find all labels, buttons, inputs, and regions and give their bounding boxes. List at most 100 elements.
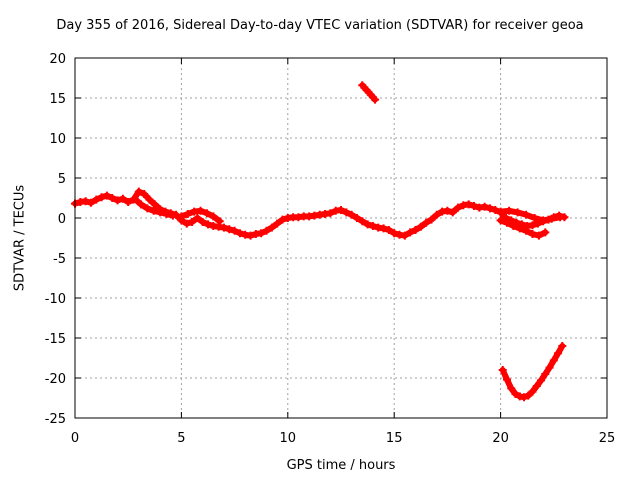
data-point xyxy=(448,208,457,217)
data-point xyxy=(524,391,533,400)
data-point xyxy=(209,212,218,221)
data-point xyxy=(182,219,191,228)
data-point xyxy=(502,375,511,384)
data-point xyxy=(384,226,393,234)
data-point xyxy=(352,214,361,222)
data-point xyxy=(273,219,282,228)
x-axis-label: GPS time / hours xyxy=(286,458,396,473)
data-point xyxy=(406,228,415,237)
data-point xyxy=(136,200,145,209)
data-point xyxy=(326,209,335,218)
axis-ticks: 0 5 10 15 20 25 -25 -20 -15 -10 -5 0 5 10 15 20 xyxy=(45,52,616,446)
y-tick-label: 15 xyxy=(49,92,66,107)
data-point xyxy=(342,208,351,217)
data-point xyxy=(371,95,380,104)
data-point xyxy=(496,216,505,225)
data-point xyxy=(140,190,149,198)
data-point xyxy=(530,214,539,222)
data-point xyxy=(485,204,494,213)
data-point xyxy=(522,210,531,219)
chart-title: Day 355 of 2016, Sidereal Day-to-day VTE… xyxy=(56,18,584,33)
data-point xyxy=(480,202,489,211)
data-point xyxy=(156,208,165,217)
data-point xyxy=(541,370,550,378)
data-point xyxy=(379,224,388,233)
x-tick-label: 0 xyxy=(71,431,79,446)
data-point xyxy=(246,231,255,240)
data-point xyxy=(198,218,207,226)
data-point xyxy=(509,222,518,230)
data-point xyxy=(411,226,420,234)
data-point xyxy=(193,214,202,222)
data-point xyxy=(347,210,356,219)
data-point xyxy=(556,213,565,222)
data-point xyxy=(545,363,554,372)
data-point xyxy=(81,197,90,206)
data-point xyxy=(86,198,95,207)
data-point xyxy=(470,202,478,210)
data-point xyxy=(496,207,505,216)
data-point xyxy=(168,211,177,220)
data-point xyxy=(522,226,531,235)
data-point xyxy=(162,210,171,218)
data-point xyxy=(427,215,436,224)
y-tick-label: -15 xyxy=(45,332,66,347)
data-point xyxy=(235,229,244,238)
series-branch-b xyxy=(177,206,224,226)
y-tick-label: 10 xyxy=(49,132,66,147)
series-branch-d xyxy=(496,216,550,240)
data-point xyxy=(337,206,345,214)
data-point xyxy=(416,222,425,231)
grid-lines xyxy=(75,58,607,418)
data-point xyxy=(443,206,452,215)
data-point xyxy=(108,194,117,202)
data-point xyxy=(215,217,224,226)
data-point xyxy=(262,226,271,235)
data-point xyxy=(177,212,186,221)
x-tick-label: 5 xyxy=(177,431,185,446)
data-point xyxy=(513,208,522,217)
data-point xyxy=(432,210,441,219)
data-point xyxy=(541,228,550,237)
data-point xyxy=(491,206,500,214)
data-point xyxy=(558,342,567,350)
data-point xyxy=(528,221,537,230)
data-point xyxy=(267,223,276,232)
data-point xyxy=(507,384,516,393)
data-point xyxy=(532,382,541,390)
data-points xyxy=(71,81,569,402)
data-point xyxy=(97,193,106,202)
data-point xyxy=(130,194,139,203)
data-point xyxy=(204,220,212,229)
data-point xyxy=(502,218,511,227)
data-point xyxy=(520,393,529,402)
data-point xyxy=(454,203,463,212)
y-tick-label: 5 xyxy=(58,172,66,187)
plot-frame xyxy=(74,57,608,419)
data-point xyxy=(537,376,546,385)
data-point xyxy=(92,195,101,204)
data-point xyxy=(390,229,399,238)
data-point xyxy=(515,224,524,233)
data-point xyxy=(145,195,154,204)
x-tick-label: 10 xyxy=(280,431,297,446)
data-point xyxy=(134,187,143,196)
data-point xyxy=(188,218,197,226)
x-tick-label: 25 xyxy=(599,431,616,446)
data-point xyxy=(363,220,372,229)
data-point xyxy=(400,231,409,240)
y-tick-label: -10 xyxy=(45,292,66,307)
data-point xyxy=(539,216,548,225)
data-point xyxy=(219,223,228,232)
data-point xyxy=(498,366,507,374)
data-point xyxy=(102,191,111,200)
data-point xyxy=(225,225,234,234)
data-point xyxy=(505,206,514,215)
data-point xyxy=(528,387,537,396)
data-point xyxy=(196,206,205,215)
series-low-arc xyxy=(498,342,567,402)
series-branch-a xyxy=(130,194,177,220)
data-point xyxy=(257,229,266,238)
data-point xyxy=(230,226,239,235)
